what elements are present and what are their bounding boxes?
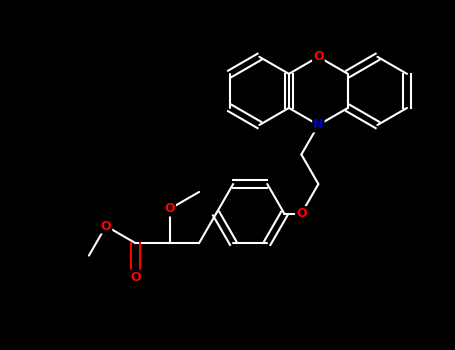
- Text: O: O: [130, 271, 141, 284]
- Text: O: O: [164, 203, 175, 216]
- Text: O: O: [313, 50, 324, 63]
- Text: O: O: [296, 207, 307, 220]
- Text: O: O: [101, 219, 111, 232]
- Text: N: N: [313, 119, 324, 132]
